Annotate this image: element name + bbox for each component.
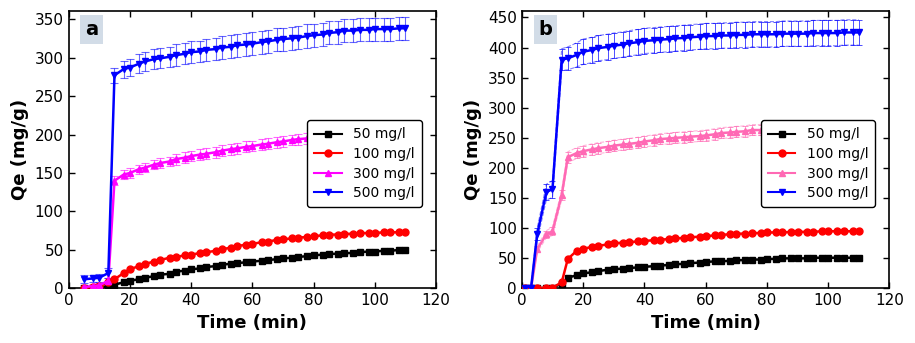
Legend: 50 mg/l, 100 mg/l, 300 mg/l, 500 mg/l: 50 mg/l, 100 mg/l, 300 mg/l, 500 mg/l [307, 120, 422, 207]
X-axis label: Time (min): Time (min) [198, 314, 307, 332]
Y-axis label: Qe (mg/g): Qe (mg/g) [465, 99, 482, 200]
X-axis label: Time (min): Time (min) [651, 314, 760, 332]
Y-axis label: Qe (mg/g): Qe (mg/g) [11, 99, 29, 200]
Text: a: a [85, 20, 98, 39]
Text: b: b [538, 20, 553, 39]
Legend: 50 mg/l, 100 mg/l, 300 mg/l, 500 mg/l: 50 mg/l, 100 mg/l, 300 mg/l, 500 mg/l [760, 120, 875, 207]
